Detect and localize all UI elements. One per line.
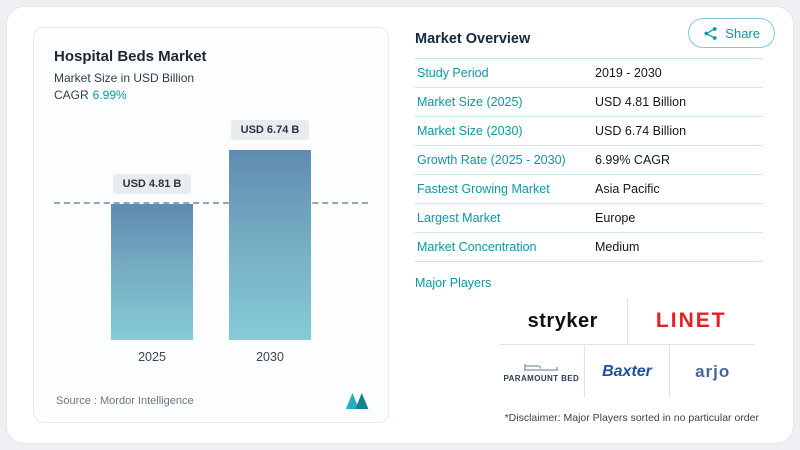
disclaimer-text: *Disclaimer: Major Players sorted in no … <box>504 412 759 424</box>
table-row: Market Size (2025) USD 4.81 Billion <box>415 88 763 117</box>
chart-panel: Hospital Beds Market Market Size in USD … <box>33 27 389 423</box>
chart-title: Hospital Beds Market <box>54 48 207 65</box>
row-value: Europe <box>595 211 636 225</box>
major-players-logos: stryker LINET PARAMOUNT BED Baxter <box>499 298 755 398</box>
bar-value-label: USD 6.74 B <box>230 120 310 140</box>
share-button-label: Share <box>725 25 760 41</box>
row-label: Market Size (2025) <box>417 95 523 109</box>
share-button[interactable]: Share <box>688 18 775 48</box>
share-icon <box>703 26 718 41</box>
infographic-card: Share Hospital Beds Market Market Size i… <box>6 6 794 444</box>
table-row: Market Concentration Medium <box>415 233 763 262</box>
bed-icon <box>522 361 560 371</box>
major-players-label: Major Players <box>415 276 492 290</box>
chart-bar <box>229 150 311 340</box>
baxter-logo: Baxter <box>583 345 671 398</box>
bar-value-label: USD 4.81 B <box>112 174 192 194</box>
row-label: Study Period <box>417 66 489 80</box>
stryker-logo: stryker <box>527 309 598 332</box>
x-axis-tick-label: 2025 <box>138 350 166 364</box>
row-value: Asia Pacific <box>595 182 660 196</box>
mordor-intelligence-logo-icon <box>344 391 374 410</box>
table-row: Study Period 2019 - 2030 <box>415 59 763 88</box>
linet-logo: LINET <box>626 298 756 344</box>
row-value: USD 6.74 Billion <box>595 124 687 138</box>
arjo-logo: arjo <box>695 361 731 381</box>
cagr-value: 6.99% <box>92 88 127 102</box>
cagr-label: CAGR <box>54 88 89 102</box>
reference-line <box>54 202 368 204</box>
bar-group-2030: USD 6.74 B 2030 <box>229 120 311 366</box>
x-axis-tick-label: 2030 <box>256 350 284 364</box>
bars-container: USD 4.81 B 2025 USD 6.74 B 2030 <box>54 120 368 366</box>
row-label: Growth Rate (2025 - 2030) <box>417 153 566 167</box>
overview-table: Study Period 2019 - 2030 Market Size (20… <box>415 58 763 262</box>
row-value: USD 4.81 Billion <box>595 95 687 109</box>
paramount-bed-logo: PARAMOUNT BED <box>499 345 584 398</box>
bar-chart: USD 4.81 B 2025 USD 6.74 B 2030 <box>54 116 368 366</box>
table-row: Fastest Growing Market Asia Pacific <box>415 175 763 204</box>
bar-group-2025: USD 4.81 B 2025 <box>111 174 193 366</box>
row-value: 6.99% CAGR <box>595 153 671 167</box>
chart-bar <box>111 204 193 340</box>
overview-title: Market Overview <box>415 31 531 47</box>
chart-subtitle: Market Size in USD Billion <box>54 71 195 85</box>
row-label: Market Concentration <box>417 240 537 254</box>
row-label: Fastest Growing Market <box>417 182 550 196</box>
source-row: Source : Mordor Intelligence <box>56 391 374 410</box>
row-label: Market Size (2030) <box>417 124 523 138</box>
table-row: Largest Market Europe <box>415 204 763 233</box>
table-row: Growth Rate (2025 - 2030) 6.99% CAGR <box>415 146 763 175</box>
source-text: Source : Mordor Intelligence <box>56 394 194 407</box>
row-label: Largest Market <box>417 211 501 225</box>
row-value: Medium <box>595 240 640 254</box>
row-value: 2019 - 2030 <box>595 66 662 80</box>
chart-cagr: CAGR 6.99% <box>54 88 368 102</box>
market-overview-panel: Market Overview Study Period 2019 - 2030… <box>415 31 763 424</box>
table-row: Market Size (2030) USD 6.74 Billion <box>415 117 763 146</box>
